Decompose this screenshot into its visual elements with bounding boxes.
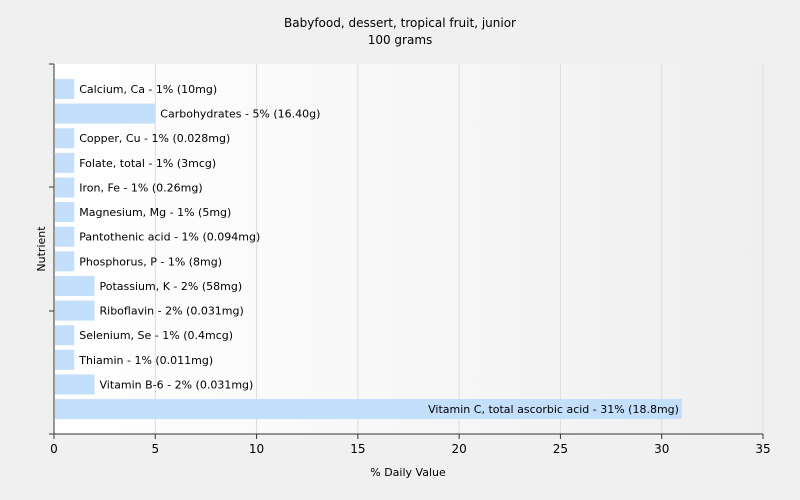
bar-label: Iron, Fe - 1% (0.26mg): [79, 181, 202, 194]
x-tick-label: 5: [151, 442, 159, 456]
chart-title: Babyfood, dessert, tropical fruit, junio…: [284, 16, 516, 30]
x-tick-label: 30: [654, 442, 669, 456]
bar-label: Phosphorus, P - 1% (8mg): [79, 255, 222, 268]
x-tick-label: 10: [249, 442, 264, 456]
bar-label: Carbohydrates - 5% (16.40g): [160, 108, 320, 121]
y-axis-label: Nutrient: [35, 226, 48, 272]
bar: [55, 325, 75, 346]
bar: [55, 177, 75, 198]
bar-label: Selenium, Se - 1% (0.4mcg): [79, 329, 233, 342]
bar-labels: Calcium, Ca - 1% (10mg) Carbohydrates - 5…: [78, 83, 679, 416]
axes: [49, 63, 763, 435]
bar-label: Folate, total - 1% (3mcg): [79, 157, 216, 170]
grid-lines: [154, 64, 764, 434]
x-tick-label: 0: [50, 442, 58, 456]
bar: [55, 300, 95, 321]
x-axis-label: % Daily Value: [370, 466, 446, 479]
x-axis-ticks: 0 5 10 15 20 25 30 35: [50, 434, 771, 456]
chart-subtitle: 100 grams: [368, 33, 433, 47]
bar-label: Magnesium, Mg - 1% (5mg): [79, 206, 231, 219]
bar: [55, 226, 75, 247]
bar: [55, 152, 75, 173]
bar-label: Vitamin C, total ascorbic acid - 31% (18…: [428, 403, 679, 416]
bar-label: Vitamin B-6 - 2% (0.031mg): [100, 378, 254, 391]
bar-label: Copper, Cu - 1% (0.028mg): [79, 132, 230, 145]
x-tick-label: 20: [452, 442, 467, 456]
bar-label: Thiamin - 1% (0.011mg): [78, 354, 213, 367]
bar-label: Calcium, Ca - 1% (10mg): [79, 83, 217, 96]
bar: [55, 202, 75, 223]
bar: [55, 103, 156, 124]
bar-label: Pantothenic acid - 1% (0.094mg): [79, 231, 260, 244]
bar: [55, 399, 682, 420]
bar-label: Riboflavin - 2% (0.031mg): [100, 305, 244, 318]
bar: [55, 374, 95, 395]
bar: [55, 275, 95, 296]
bar: [55, 349, 75, 370]
bar: [55, 251, 75, 272]
plot-area: [54, 64, 763, 434]
bar-label: Potassium, K - 2% (58mg): [100, 280, 243, 293]
x-tick-label: 35: [755, 442, 770, 456]
bar: [55, 79, 75, 99]
bar: [55, 128, 75, 149]
x-tick-label: 25: [553, 442, 568, 456]
bars: [55, 79, 682, 420]
x-tick-label: 15: [350, 442, 365, 456]
